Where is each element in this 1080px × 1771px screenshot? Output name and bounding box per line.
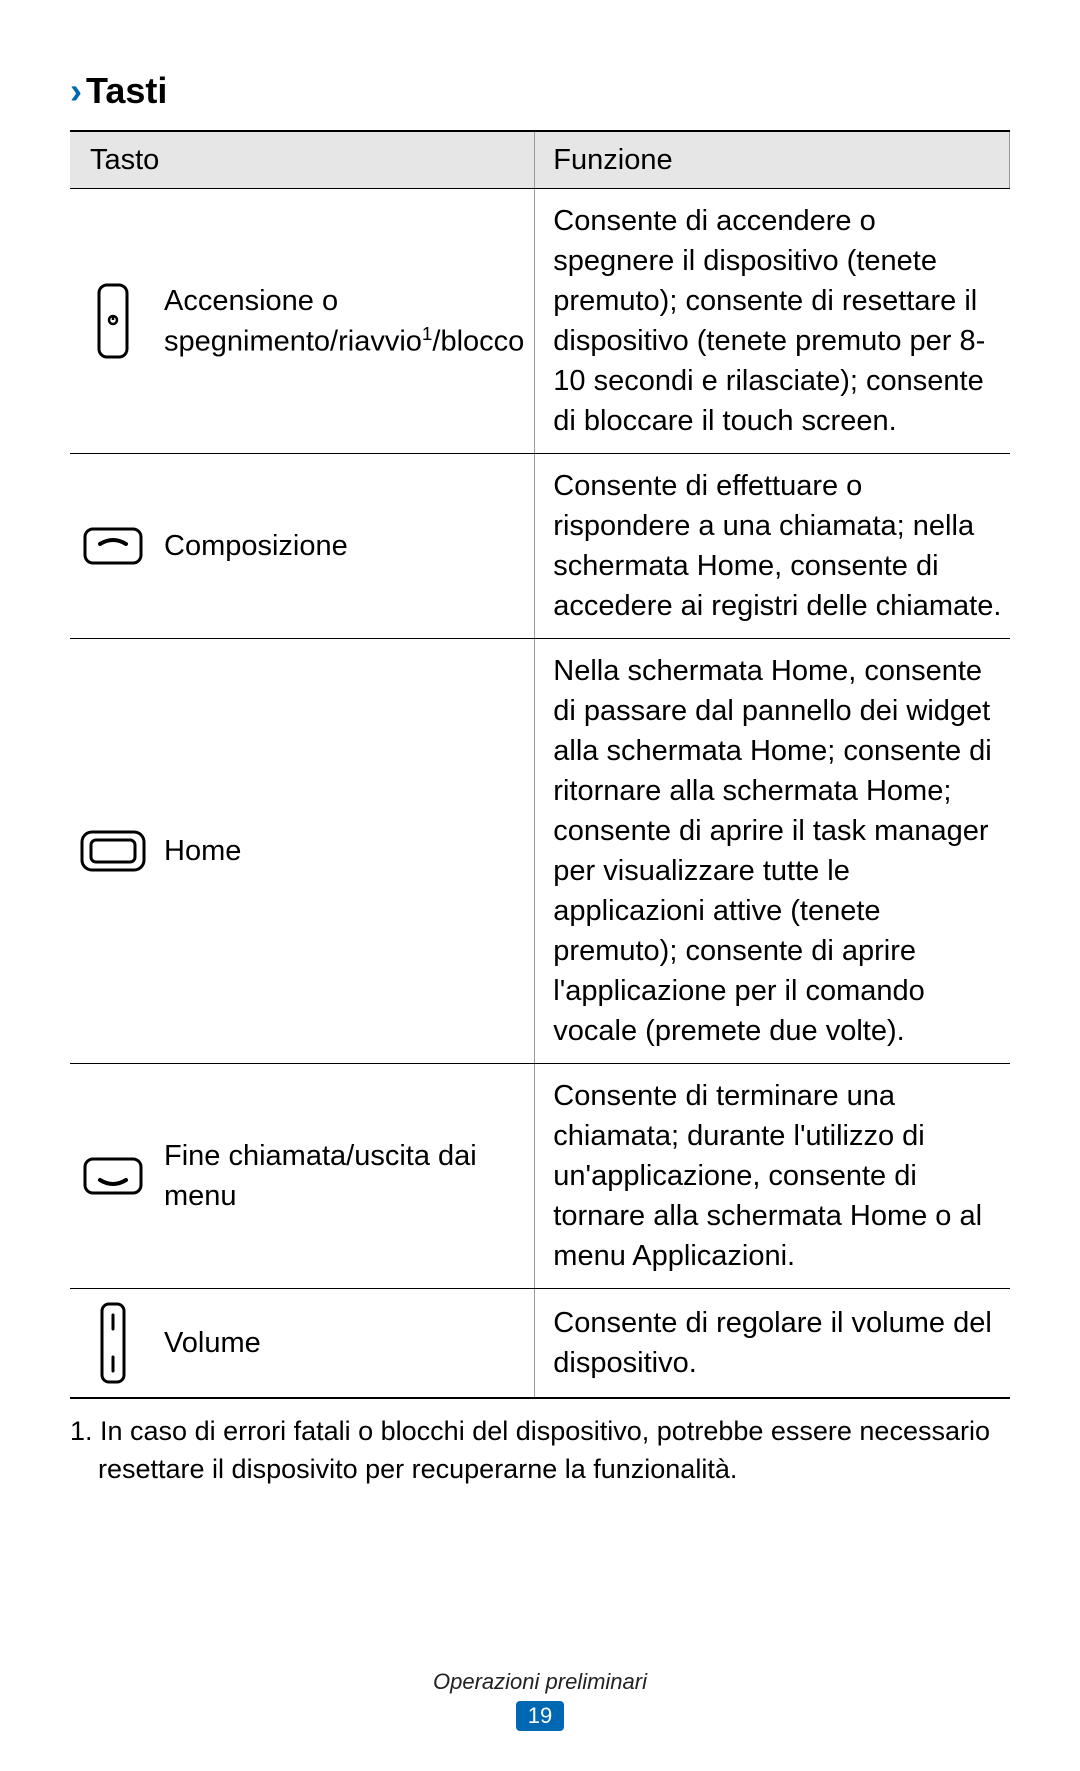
- chevron-icon: ›: [70, 70, 82, 111]
- table-row: Home Nella schermata Home, consente di p…: [70, 639, 1010, 1064]
- page-footer: Operazioni preliminari 19: [0, 1669, 1080, 1731]
- home-icon: [70, 639, 156, 1064]
- header-key: Tasto: [70, 131, 535, 189]
- power-icon: [70, 189, 156, 454]
- table-row: Volume Consente di regolare il volume de…: [70, 1289, 1010, 1399]
- table-row: Accensione o spegnimento/riavvio1/blocco…: [70, 189, 1010, 454]
- volume-icon: [70, 1289, 156, 1399]
- footer-section-name: Operazioni preliminari: [0, 1669, 1080, 1695]
- row-function: Consente di regolare il volume del dispo…: [535, 1289, 1010, 1399]
- row-label: Home: [156, 639, 535, 1064]
- row-label: Composizione: [156, 454, 535, 639]
- row-function: Consente di accendere o spegnere il disp…: [535, 189, 1010, 454]
- row-function: Consente di effettuare o rispondere a un…: [535, 454, 1010, 639]
- row-function: Consente di terminare una chiamata; dura…: [535, 1064, 1010, 1289]
- table-row: Fine chiamata/uscita dai menu Consente d…: [70, 1064, 1010, 1289]
- footnote: 1. In caso di errori fatali o blocchi de…: [70, 1413, 1010, 1488]
- keys-table: Tasto Funzione Accensione o spegnimento/…: [70, 130, 1010, 1399]
- row-label: Fine chiamata/uscita dai menu: [156, 1064, 535, 1289]
- page-number-badge: 19: [516, 1701, 564, 1731]
- header-function: Funzione: [535, 131, 1010, 189]
- row-label: Volume: [156, 1289, 535, 1399]
- row-label: Accensione o spegnimento/riavvio1/blocco: [156, 189, 535, 454]
- section-title-text: Tasti: [86, 70, 167, 111]
- row-function: Nella schermata Home, consente di passar…: [535, 639, 1010, 1064]
- call-icon: [70, 454, 156, 639]
- table-row: Composizione Consente di effettuare o ri…: [70, 454, 1010, 639]
- endcall-icon: [70, 1064, 156, 1289]
- section-title: ›Tasti: [70, 70, 1010, 112]
